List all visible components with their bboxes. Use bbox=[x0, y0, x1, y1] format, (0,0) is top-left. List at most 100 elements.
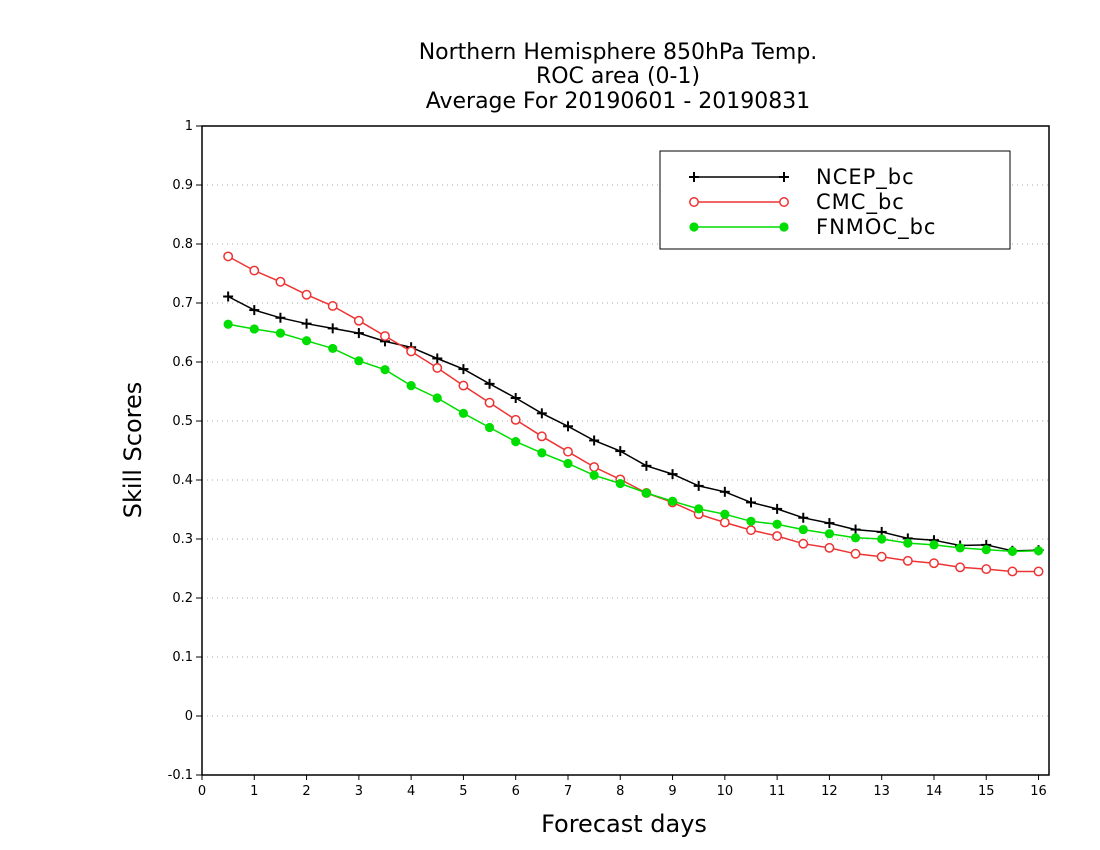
data-point-ncep-bc bbox=[484, 378, 495, 389]
data-point-cmc-bc bbox=[798, 538, 809, 549]
y-tick-label: 1 bbox=[185, 119, 193, 134]
y-axis-title: Skill Scores bbox=[119, 382, 147, 519]
chart-title: Northern Hemisphere 850hPa Temp. ROC are… bbox=[419, 40, 818, 114]
legend-label: CMC_bc bbox=[816, 190, 905, 215]
data-point-cmc-bc bbox=[1033, 566, 1044, 577]
data-point-fnmoc-bc bbox=[720, 509, 730, 519]
series-line-fnmoc-bc bbox=[227, 323, 1039, 553]
data-point-cmc-bc bbox=[223, 251, 234, 262]
data-point-cmc-bc bbox=[249, 265, 260, 276]
data-point-fnmoc-bc bbox=[1007, 546, 1018, 556]
data-point-fnmoc-bc bbox=[850, 533, 861, 543]
data-point-fnmoc-bc bbox=[275, 328, 286, 338]
data-point-ncep-bc bbox=[589, 435, 600, 446]
data-point-fnmoc-bc bbox=[380, 365, 390, 375]
data-point-cmc-bc bbox=[929, 558, 939, 569]
x-tick-label: 13 bbox=[873, 784, 890, 799]
data-point-ncep-bc bbox=[327, 323, 338, 334]
x-tick-label: 3 bbox=[355, 784, 363, 799]
y-tick-label: 0 bbox=[185, 709, 193, 724]
data-point-fnmoc-bc bbox=[406, 381, 416, 391]
x-tick-label: 8 bbox=[616, 784, 624, 799]
data-point-ncep-bc bbox=[615, 446, 626, 457]
data-point-cmc-bc bbox=[380, 331, 390, 341]
x-tick-label: 14 bbox=[926, 784, 943, 799]
data-point-ncep-bc bbox=[562, 421, 573, 432]
series-fnmoc-bc bbox=[223, 319, 1044, 556]
data-point-cmc-bc bbox=[275, 276, 286, 287]
data-point-cmc-bc bbox=[719, 517, 730, 528]
x-tick-label: 5 bbox=[459, 784, 467, 799]
data-point-fnmoc-bc bbox=[354, 356, 364, 366]
y-tick-label: 0.9 bbox=[172, 178, 193, 193]
data-point-fnmoc-bc bbox=[563, 458, 573, 469]
data-point-ncep-bc bbox=[745, 497, 756, 508]
data-point-ncep-bc bbox=[458, 364, 469, 375]
data-point-fnmoc-bc bbox=[772, 519, 782, 529]
x-tick-label: 0 bbox=[198, 784, 206, 799]
data-point-cmc-bc bbox=[536, 431, 547, 442]
data-point-ncep-bc bbox=[719, 486, 730, 497]
x-tick-label: 16 bbox=[1030, 784, 1047, 799]
legend-marker bbox=[779, 172, 789, 182]
series-line-ncep-bc bbox=[227, 295, 1039, 552]
data-point-cmc-bc bbox=[353, 315, 364, 326]
data-point-fnmoc-bc bbox=[458, 408, 469, 418]
series-ncep-bc bbox=[223, 291, 1044, 556]
data-point-ncep-bc bbox=[301, 318, 312, 329]
series-line-cmc-bc bbox=[227, 255, 1039, 573]
data-series bbox=[223, 251, 1044, 577]
data-point-cmc-bc bbox=[458, 380, 469, 391]
data-point-ncep-bc bbox=[772, 503, 783, 514]
y-axis-ticks: -0.1 0 0.1 0.2 0.3 0.4 0.5 0.6 0.7 0.8 0.9 1 bbox=[168, 119, 202, 783]
data-point-fnmoc-bc bbox=[328, 343, 338, 354]
y-tick-label: 0.4 bbox=[172, 473, 193, 488]
legend-marker bbox=[689, 172, 699, 182]
data-point-fnmoc-bc bbox=[746, 516, 756, 526]
legend-item-fnmoc-bc: FNMOC_bc bbox=[689, 215, 935, 240]
data-point-fnmoc-bc bbox=[1033, 546, 1044, 556]
data-point-ncep-bc bbox=[223, 291, 234, 302]
x-axis-title: Forecast days bbox=[541, 810, 707, 838]
chart-title-line-3: Average For 20190601 - 20190831 bbox=[426, 89, 811, 114]
y-tick-label: 0.7 bbox=[172, 296, 193, 311]
data-point-fnmoc-bc bbox=[511, 437, 521, 447]
chart-title-line-1: Northern Hemisphere 850hPa Temp. bbox=[419, 40, 818, 65]
legend-marker bbox=[689, 197, 699, 207]
legend-label: NCEP_bc bbox=[816, 165, 915, 190]
data-point-fnmoc-bc bbox=[694, 504, 704, 514]
data-point-fnmoc-bc bbox=[824, 529, 835, 539]
data-point-cmc-bc bbox=[955, 562, 966, 573]
data-point-fnmoc-bc bbox=[903, 538, 913, 548]
legend-marker bbox=[779, 197, 789, 207]
data-point-ncep-bc bbox=[850, 524, 861, 535]
data-point-ncep-bc bbox=[641, 460, 652, 471]
data-point-ncep-bc bbox=[536, 408, 547, 419]
plot-area-frame bbox=[201, 125, 1050, 776]
data-point-cmc-bc bbox=[510, 414, 521, 425]
y-tick-label: 0.5 bbox=[172, 414, 193, 429]
y-tick-label: 0.8 bbox=[172, 237, 193, 252]
x-tick-label: 6 bbox=[512, 784, 520, 799]
data-point-cmc-bc bbox=[432, 362, 443, 373]
data-point-cmc-bc bbox=[746, 525, 756, 536]
y-tick-label: 0.3 bbox=[172, 532, 193, 547]
data-point-fnmoc-bc bbox=[798, 524, 808, 535]
data-point-fnmoc-bc bbox=[432, 393, 442, 403]
data-point-cmc-bc bbox=[484, 397, 495, 408]
legend-marker bbox=[779, 222, 789, 232]
x-tick-label: 11 bbox=[769, 784, 786, 799]
data-point-cmc-bc bbox=[589, 462, 600, 472]
data-point-fnmoc-bc bbox=[301, 336, 312, 346]
data-point-cmc-bc bbox=[1007, 566, 1018, 577]
x-axis-ticks: 0 1 2 3 4 5 6 7 8 9 10 11 12 13 14 15 16 bbox=[198, 775, 1047, 799]
x-tick-label: 2 bbox=[302, 784, 310, 799]
data-point-fnmoc-bc bbox=[955, 543, 965, 553]
data-point-ncep-bc bbox=[824, 518, 835, 529]
legend-marker bbox=[689, 222, 699, 232]
data-point-fnmoc-bc bbox=[249, 324, 259, 334]
legend-item-ncep-bc: NCEP_bc bbox=[689, 165, 915, 190]
data-point-cmc-bc bbox=[902, 555, 913, 566]
